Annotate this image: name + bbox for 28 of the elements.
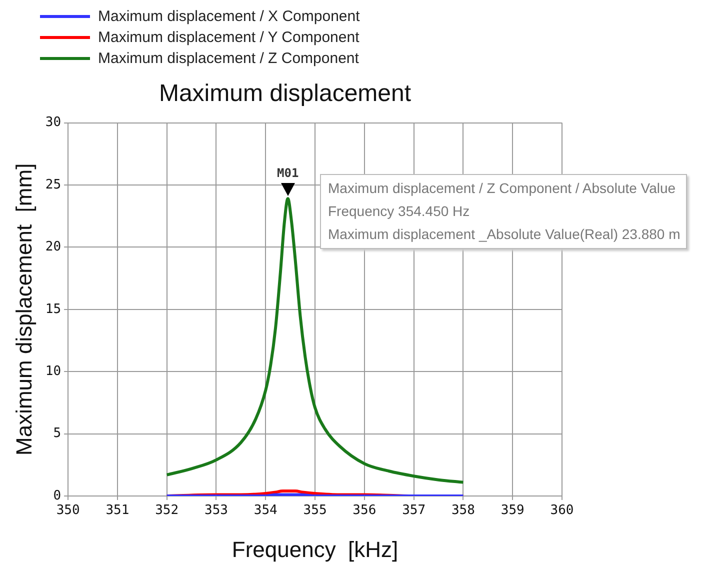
x-tick-label: 353 [204, 503, 228, 518]
x-tick-label: 360 [550, 503, 574, 518]
legend-label: Maximum displacement / X Component [98, 8, 360, 25]
x-tick-label: 354 [254, 503, 278, 518]
y-axis-title: Maximum displacement [mm] [11, 163, 36, 456]
x-tick-label: 358 [451, 503, 475, 518]
y-tick-label: 20 [45, 240, 62, 255]
x-tick-label: 359 [500, 503, 524, 518]
y-tick-label: 30 [45, 115, 62, 130]
y-tick-label: 5 [53, 426, 62, 442]
annotation: Frequency 354.450 Hz [328, 202, 471, 221]
x-tick-label: 357 [402, 503, 426, 518]
y-tick-label: 15 [45, 302, 62, 317]
legend-label: Maximum displacement / Y Component [98, 29, 360, 46]
x-tick-label: 350 [56, 503, 80, 518]
y-tick-label: 0 [53, 488, 62, 504]
annotation: M01 [277, 166, 299, 180]
annotation: Maximum displacement _Absolute Value(Real) 23.880 m [328, 225, 680, 244]
x-tick-label: 351 [106, 503, 130, 518]
legend-label: Maximum displacement / Z Component [98, 50, 359, 67]
x-tick-label: 355 [303, 503, 327, 518]
y-tick-label: 10 [45, 364, 62, 379]
annotation: Maximum displacement / Z Component / Absolute Value [328, 179, 677, 198]
y-tick-label: 25 [45, 177, 62, 192]
x-tick-label: 356 [352, 503, 376, 518]
chart-title: Maximum displacement [158, 80, 412, 108]
x-tick-label: 352 [155, 503, 179, 518]
x-axis-title: Frequency [kHz] [232, 536, 398, 562]
